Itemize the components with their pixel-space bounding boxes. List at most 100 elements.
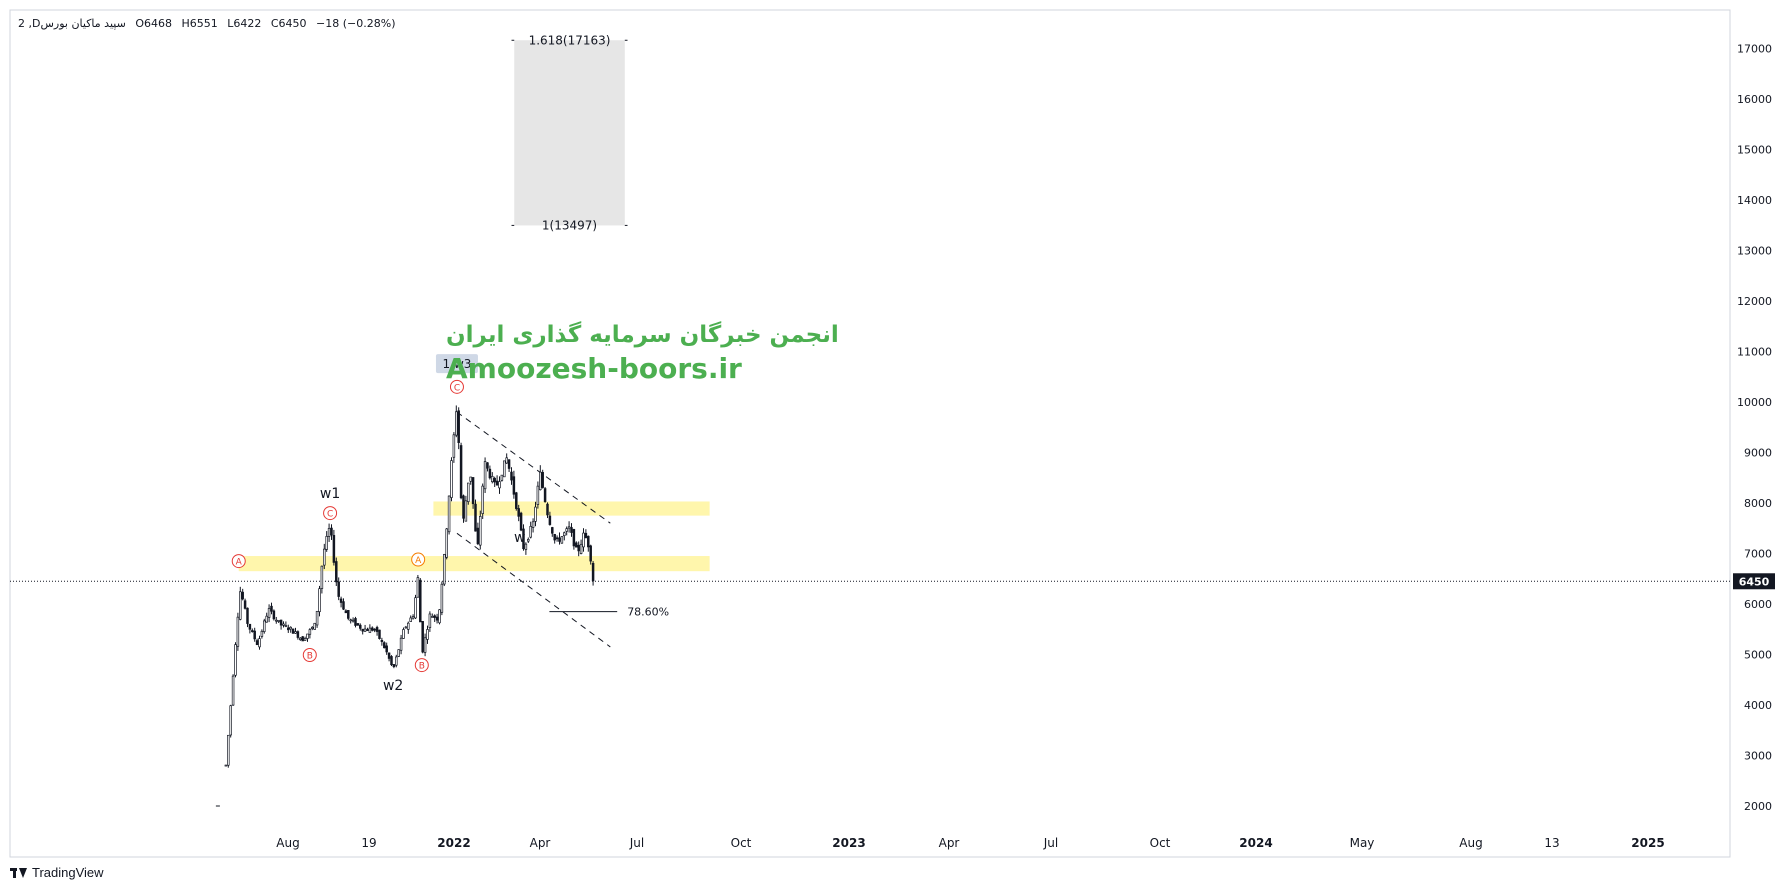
candle-body	[524, 543, 528, 550]
candle-body	[483, 461, 487, 490]
x-tick-label: Apr	[530, 836, 551, 850]
candle-body	[231, 675, 235, 706]
candle-body	[431, 616, 434, 618]
x-tick-label: 2022	[437, 836, 470, 850]
candle-body	[263, 620, 266, 632]
candle-body	[527, 539, 530, 542]
candle-body	[287, 627, 290, 631]
wave-label-circle	[302, 648, 317, 663]
candle-body	[371, 627, 374, 631]
candle-body	[265, 615, 268, 623]
candle-body	[320, 565, 324, 589]
symbol-title[interactable]: 2 ,Dسپید ماکیان بورس	[18, 17, 126, 30]
candle-body	[294, 631, 297, 634]
y-tick-label: 2000	[1744, 800, 1772, 813]
x-tick-label: Oct	[731, 836, 752, 850]
y-tick-label: 5000	[1744, 649, 1772, 662]
last-price-label: 6450	[1739, 575, 1770, 588]
candle-body	[366, 629, 369, 631]
candle-body	[591, 562, 595, 582]
candle-body	[428, 613, 432, 628]
candle-body	[383, 642, 386, 649]
candle-body	[414, 597, 417, 619]
y-tick-label: 15000	[1737, 144, 1772, 157]
candle-body	[344, 610, 348, 614]
candle-body	[380, 640, 384, 642]
candle-body	[450, 460, 453, 498]
candle-body	[438, 609, 441, 624]
x-tick-label: May	[1350, 836, 1375, 850]
candle-body	[325, 535, 328, 550]
candle-body	[565, 528, 568, 532]
candle-body	[567, 526, 571, 529]
plot-area[interactable]	[9, 9, 1731, 858]
candle-body	[349, 619, 352, 622]
wave-label-circle	[414, 658, 429, 673]
candle-body	[474, 503, 477, 532]
candle-body	[421, 621, 424, 653]
candle-body	[368, 627, 372, 633]
candle-body	[455, 411, 458, 436]
ohlc-legend: 2 ,Dسپید ماکیان بورس O6468 H6551 L6422 C…	[18, 17, 402, 30]
candle-body	[392, 664, 396, 668]
candle-body	[543, 488, 547, 503]
candle-body	[517, 508, 520, 517]
watermark-line-1: انجمن خبرگان سرمایه گذاری ایران	[446, 322, 839, 348]
candle-body	[411, 616, 415, 619]
x-tick-label: 19	[361, 836, 376, 850]
candle-body	[318, 588, 321, 613]
candle-body	[224, 764, 228, 767]
wave-label-B: B	[419, 662, 425, 672]
candle-body	[529, 525, 532, 538]
candle-body	[397, 649, 400, 657]
candle-body	[409, 617, 412, 622]
y-tick-label: 7000	[1744, 548, 1772, 561]
candle-body	[248, 623, 252, 630]
candle-body	[407, 622, 410, 630]
candle-body	[553, 534, 556, 541]
y-tick-label: 16000	[1737, 93, 1772, 106]
candle-body	[498, 481, 501, 489]
wave-label-w: w	[514, 530, 525, 546]
candle-body	[299, 637, 302, 640]
candle-body	[270, 605, 273, 612]
x-tick-label: 2025	[1631, 836, 1664, 850]
candle-body	[351, 619, 355, 622]
wave-label-box-text: 1.w3	[443, 357, 472, 371]
tradingview-icon	[10, 867, 28, 878]
candle-body	[426, 629, 429, 640]
candle-body	[359, 624, 362, 629]
tradingview-logo[interactable]: TradingView	[10, 865, 104, 880]
fib-target-box[interactable]	[514, 40, 625, 226]
candle-body	[291, 628, 295, 634]
candle-body	[311, 626, 314, 629]
high-value: H6551	[181, 17, 218, 30]
wave-label-w1: w1	[320, 486, 340, 502]
candle-body	[435, 616, 439, 621]
watermark: انجمن خبرگان سرمایه گذاری ایران Amoozesh…	[446, 322, 839, 385]
candle-body	[361, 628, 364, 632]
candle-body	[503, 460, 506, 478]
candle-body	[399, 637, 403, 651]
candle-body	[452, 434, 456, 458]
candle-body	[267, 608, 271, 618]
x-tick-label: Jul	[629, 836, 644, 850]
candle-body	[462, 495, 465, 519]
candle-body	[356, 623, 360, 626]
candle-body	[575, 542, 578, 548]
candle-body	[416, 577, 420, 598]
close-value: C6450	[270, 17, 307, 30]
candle-body	[582, 532, 585, 548]
wave-label-circle	[231, 554, 246, 569]
candle-body	[251, 630, 254, 632]
candle-body	[277, 620, 280, 622]
candle-body	[315, 610, 319, 626]
candle-body	[534, 506, 537, 522]
candle-body	[363, 628, 367, 632]
candle-body	[296, 631, 300, 638]
candle-body	[443, 554, 446, 585]
candle-body	[519, 512, 523, 531]
change-value: −18 (−0.28%)	[316, 17, 396, 30]
candle-body	[423, 637, 427, 653]
